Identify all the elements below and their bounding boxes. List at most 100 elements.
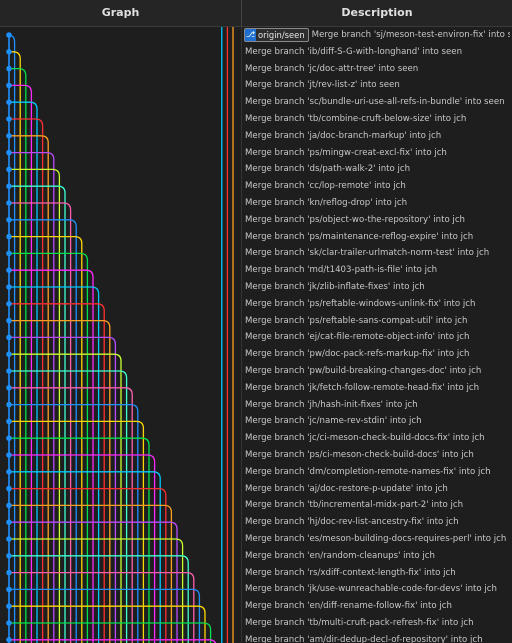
- branch-lane: [9, 336, 117, 643]
- commit-node[interactable]: [6, 49, 12, 55]
- column-divider[interactable]: [241, 0, 242, 27]
- commit-row[interactable]: Merge branch 'sk/clar-trailer-urlmatch-n…: [242, 245, 510, 262]
- commit-node[interactable]: [6, 284, 12, 290]
- commit-row[interactable]: ⎇ origin/seen Merge branch 'sj/meson-test-…: [242, 27, 510, 44]
- commit-node[interactable]: [6, 149, 12, 156]
- commit-message: Merge branch 'ps/object-wo-the-repositor…: [245, 214, 465, 225]
- commit-row[interactable]: Merge branch 'md/t1403-path-is-file' int…: [242, 262, 510, 279]
- commit-message: Merge branch 'jk/use-wunreachable-code-f…: [245, 584, 497, 595]
- commit-message: Merge branch 'ps/mingw-creat-excl-fix' i…: [245, 147, 447, 158]
- commit-row[interactable]: Merge branch 'jc/ci-meson-check-build-do…: [242, 430, 510, 447]
- commit-row[interactable]: Merge branch 'ej/cat-file-remote-object-…: [242, 329, 510, 346]
- commit-node[interactable]: [6, 133, 12, 139]
- commit-message: Merge branch 'tb/incremental-midx-part-2…: [245, 500, 464, 511]
- commit-node[interactable]: [6, 217, 12, 223]
- commit-row[interactable]: Merge branch 'ps/reftable-sans-compat-ut…: [242, 313, 510, 330]
- commit-row[interactable]: Merge branch 'tb/combine-cruft-below-siz…: [242, 111, 510, 128]
- commit-row[interactable]: Merge branch 'ps/ci-meson-check-build-do…: [242, 447, 510, 464]
- commit-row[interactable]: Merge branch 'ja/doc-branch-markup' into…: [242, 128, 510, 145]
- commit-node[interactable]: [6, 637, 12, 643]
- commit-node[interactable]: [6, 82, 12, 89]
- commit-node[interactable]: [6, 116, 12, 122]
- commit-node[interactable]: [6, 351, 12, 358]
- commit-node[interactable]: [6, 586, 12, 593]
- graph-column-header[interactable]: Graph: [101, 6, 140, 19]
- commit-list: ⎇ origin/seen Merge branch 'sj/meson-test-…: [242, 27, 512, 643]
- commit-node[interactable]: [6, 368, 12, 374]
- commit-node[interactable]: [6, 553, 12, 559]
- commit-row[interactable]: Merge branch 'tb/incremental-midx-part-2…: [242, 497, 510, 514]
- commit-message: Merge branch 'kn/reflog-drop' into jch: [245, 198, 408, 208]
- commit-node[interactable]: [6, 452, 12, 458]
- branch-lane: [9, 387, 133, 643]
- commit-row[interactable]: Merge branch 'sc/bundle-uri-use-all-refs…: [242, 94, 510, 111]
- commit-node[interactable]: [6, 166, 12, 173]
- commit-node[interactable]: [6, 233, 12, 240]
- commit-row[interactable]: Merge branch 'ps/maintenance-reflog-expi…: [242, 229, 510, 246]
- commit-node[interactable]: [6, 569, 12, 576]
- commit-row[interactable]: Merge branch 'ds/path-walk-2' into jch: [242, 161, 510, 178]
- commit-node[interactable]: [6, 250, 12, 257]
- commit-row[interactable]: Merge branch 'aj/doc-restore-p-update' i…: [242, 481, 510, 498]
- commit-row[interactable]: Merge branch 'ps/mingw-creat-excl-fix' i…: [242, 145, 510, 162]
- commit-message: Merge branch 'jt/rev-list-z' into seen: [245, 80, 400, 91]
- commit-node[interactable]: [6, 385, 12, 391]
- commit-node[interactable]: [6, 418, 12, 425]
- branch-lane: [9, 135, 49, 643]
- commit-row[interactable]: Merge branch 'jk/fetch-follow-remote-hea…: [242, 380, 510, 397]
- commit-row[interactable]: Merge branch 'pw/doc-pack-refs-markup-fi…: [242, 346, 510, 363]
- commit-row[interactable]: Merge branch 'pw/build-breaking-changes-…: [242, 363, 510, 380]
- commit-row[interactable]: Merge branch 'en/random-cleanups' into j…: [242, 548, 510, 565]
- commit-row[interactable]: Merge branch 'jk/use-wunreachable-code-f…: [242, 581, 510, 598]
- commit-row[interactable]: Merge branch 'jc/doc-attr-tree' into see…: [242, 61, 510, 78]
- commit-node[interactable]: [6, 620, 12, 626]
- commit-node[interactable]: [6, 603, 12, 609]
- commit-row[interactable]: Merge branch 'kn/reflog-drop' into jch: [242, 195, 510, 212]
- commit-row[interactable]: Merge branch 'ps/reftable-windows-unlink…: [242, 296, 510, 313]
- commit-node[interactable]: [6, 401, 12, 408]
- commit-row[interactable]: Merge branch 'hj/doc-rev-list-ancestry-f…: [242, 514, 510, 531]
- commit-row[interactable]: Merge branch 'am/dir-dedup-decl-of-repos…: [242, 632, 510, 643]
- commit-row[interactable]: Merge branch 'jk/zlib-inflate-fixes' int…: [242, 279, 510, 296]
- branch-lane: [9, 84, 33, 643]
- commit-row[interactable]: Merge branch 'en/diff-rename-follow-fix'…: [242, 598, 510, 615]
- commit-row[interactable]: Merge branch 'dm/completion-remote-names…: [242, 464, 510, 481]
- commit-node[interactable]: [6, 435, 12, 442]
- commit-node[interactable]: [6, 536, 12, 542]
- commit-row[interactable]: Merge branch 'ib/diff-S-G-with-longhand'…: [242, 44, 510, 61]
- commit-row[interactable]: Merge branch 'tb/multi-cruft-pack-refres…: [242, 615, 510, 632]
- commit-message: Merge branch 'en/random-cleanups' into j…: [245, 550, 435, 561]
- branch-lane: [9, 420, 145, 643]
- commit-node[interactable]: [6, 317, 12, 324]
- commit-node[interactable]: [6, 519, 12, 525]
- branch-lane: [9, 639, 217, 643]
- commit-node[interactable]: [6, 183, 12, 189]
- commit-node[interactable]: [6, 334, 12, 341]
- description-column-header[interactable]: Description: [341, 6, 413, 19]
- commit-message: Merge branch 'jc/doc-attr-tree' into see…: [245, 63, 419, 74]
- column-header-bar: Graph Description: [0, 0, 512, 27]
- commit-message: Merge branch 'cc/lop-remote' into jch: [245, 181, 406, 192]
- commit-node[interactable]: [6, 267, 12, 273]
- commit-node[interactable]: [6, 65, 12, 72]
- commit-message: Merge branch 'dm/completion-remote-names…: [245, 466, 491, 477]
- commit-row[interactable]: Merge branch 'cc/lop-remote' into jch: [242, 178, 510, 195]
- commit-node[interactable]: [6, 200, 12, 206]
- commit-row[interactable]: Merge branch 'jc/name-rev-stdin' into jc…: [242, 413, 510, 430]
- commit-node[interactable]: [6, 301, 12, 307]
- branch-ref-badge[interactable]: ⎇ origin/seen: [244, 27, 309, 42]
- commit-row[interactable]: Merge branch 'es/meson-building-docs-req…: [242, 531, 510, 548]
- commit-node[interactable]: [6, 32, 12, 38]
- commit-node[interactable]: [6, 502, 12, 509]
- commit-row[interactable]: Merge branch 'jh/hash-init-fixes' into j…: [242, 397, 510, 414]
- branch-lane: [9, 235, 83, 643]
- commit-message: Merge branch 'ps/reftable-sans-compat-ut…: [245, 315, 468, 326]
- commit-node[interactable]: [6, 469, 12, 475]
- branch-ref-label: origin/seen: [258, 29, 305, 40]
- commit-node[interactable]: [6, 485, 12, 492]
- commit-row[interactable]: Merge branch 'rs/xdiff-context-length-fi…: [242, 565, 510, 582]
- commit-row[interactable]: Merge branch 'jt/rev-list-z' into seen: [242, 77, 510, 94]
- commit-row[interactable]: Merge branch 'ps/object-wo-the-repositor…: [242, 212, 510, 229]
- commit-node[interactable]: [6, 99, 12, 105]
